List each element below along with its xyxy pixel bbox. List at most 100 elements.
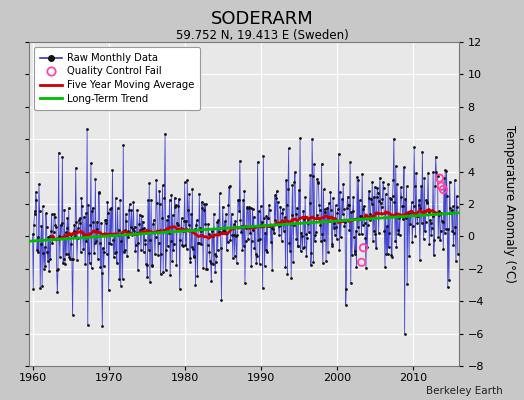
Point	[218, 229, 226, 236]
Point	[176, 286, 184, 292]
Point	[427, 220, 435, 226]
Point	[68, 312, 77, 318]
Point	[200, 200, 209, 207]
Point	[300, 216, 308, 222]
Point	[176, 236, 184, 243]
Point	[128, 226, 137, 232]
Point	[416, 204, 424, 211]
Point	[405, 253, 413, 259]
Point	[38, 283, 46, 290]
Point	[333, 236, 341, 242]
Point	[94, 190, 103, 196]
Point	[258, 218, 266, 225]
Point	[196, 228, 205, 234]
Point	[408, 199, 416, 206]
Point	[154, 228, 162, 234]
Point	[254, 159, 262, 165]
Point	[411, 183, 419, 190]
Point	[298, 244, 307, 251]
Point	[342, 302, 350, 308]
Point	[62, 251, 70, 257]
Point	[70, 222, 79, 228]
Point	[188, 244, 196, 250]
Point	[221, 218, 229, 224]
Point	[186, 259, 194, 266]
Point	[152, 200, 161, 206]
Point	[406, 209, 414, 215]
Point	[159, 269, 167, 275]
Point	[364, 195, 373, 201]
Point	[390, 135, 398, 142]
Point	[78, 203, 86, 210]
Point	[37, 223, 46, 230]
Point	[99, 245, 107, 251]
Point	[435, 208, 444, 214]
Point	[292, 236, 300, 242]
Point	[383, 223, 391, 229]
Point	[307, 262, 315, 268]
Point	[294, 187, 303, 193]
Point	[345, 227, 354, 233]
Point	[411, 233, 420, 240]
Point	[87, 160, 95, 166]
Point	[100, 263, 108, 270]
Point	[337, 196, 346, 202]
Point	[424, 209, 433, 215]
Point	[387, 196, 395, 202]
Point	[304, 220, 312, 226]
Point	[337, 217, 345, 223]
Point	[56, 222, 64, 228]
Point	[410, 144, 418, 150]
Point	[54, 266, 62, 272]
Point	[391, 238, 399, 244]
Point	[310, 237, 319, 244]
Point	[203, 242, 212, 249]
Point	[276, 204, 285, 210]
Point	[51, 214, 59, 220]
Point	[216, 228, 224, 235]
Point	[321, 208, 330, 215]
Point	[375, 230, 383, 236]
Point	[259, 153, 267, 159]
Point	[53, 289, 61, 295]
Point	[149, 216, 158, 223]
Point	[150, 228, 158, 235]
Point	[238, 246, 247, 253]
Point	[394, 231, 402, 237]
Point	[386, 194, 394, 201]
Point	[39, 249, 48, 256]
Point	[30, 222, 38, 228]
Point	[216, 245, 225, 252]
Point	[195, 191, 203, 197]
Point	[213, 247, 222, 253]
Point	[96, 264, 105, 270]
Point	[208, 228, 216, 234]
Point	[145, 246, 153, 253]
Point	[75, 217, 83, 224]
Point	[48, 240, 57, 246]
Point	[244, 236, 252, 242]
Point	[367, 200, 376, 207]
Point	[223, 230, 232, 236]
Point	[434, 234, 442, 240]
Point	[381, 191, 390, 197]
Point	[424, 170, 432, 176]
Point	[167, 238, 175, 244]
Point	[212, 259, 220, 265]
Legend: Raw Monthly Data, Quality Control Fail, Five Year Moving Average, Long-Term Tren: Raw Monthly Data, Quality Control Fail, …	[34, 47, 200, 110]
Point	[146, 236, 155, 243]
Point	[182, 246, 191, 252]
Point	[307, 250, 315, 257]
Point	[381, 264, 389, 270]
Point	[346, 280, 355, 286]
Point	[231, 218, 239, 224]
Point	[317, 238, 325, 245]
Point	[412, 170, 420, 176]
Point	[59, 260, 67, 266]
Point	[206, 258, 214, 264]
Point	[136, 211, 144, 218]
Point	[225, 184, 233, 190]
Point	[46, 256, 54, 263]
Point	[237, 222, 246, 229]
Point	[203, 266, 211, 273]
